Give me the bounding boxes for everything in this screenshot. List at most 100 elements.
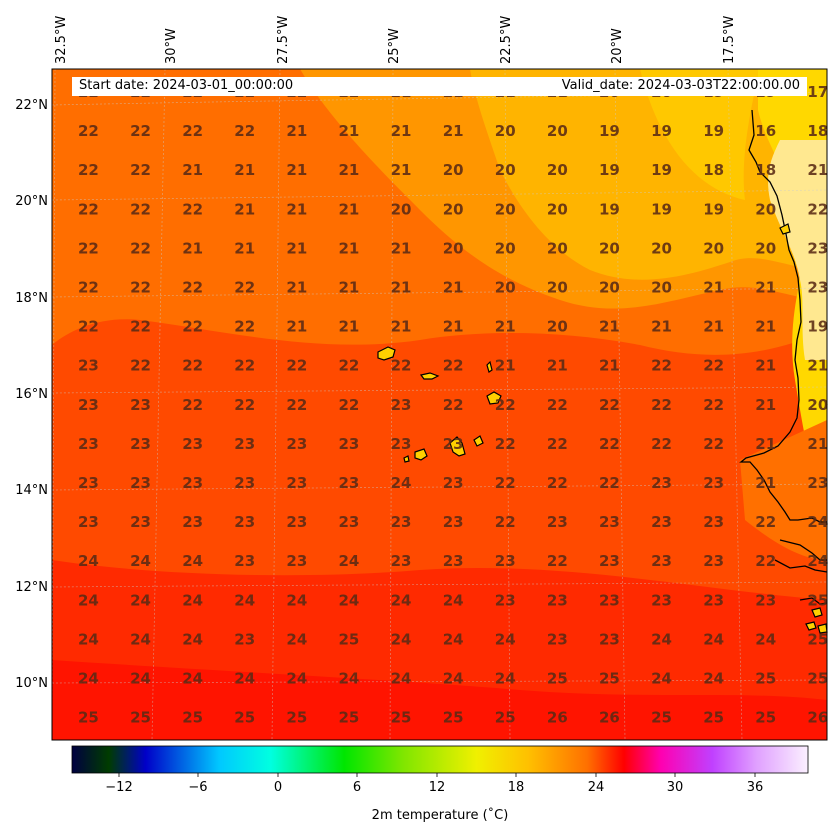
temperature-value: 22: [78, 200, 99, 218]
temperature-value: 23: [807, 239, 828, 257]
temperature-value: 25: [339, 709, 360, 727]
island-boa-vista: [486, 391, 502, 405]
temperature-value: 22: [130, 318, 151, 336]
temperature-value: 21: [547, 357, 568, 375]
temperature-value: 22: [651, 357, 672, 375]
temperature-value: 21: [443, 279, 464, 297]
temperature-value: 24: [182, 670, 203, 688]
temperature-value: 20: [443, 161, 464, 179]
temperature-value: 23: [78, 357, 99, 375]
temperature-value: 22: [599, 435, 620, 453]
temperature-value: 21: [339, 318, 360, 336]
temperature-value: 23: [130, 513, 151, 531]
temperature-value: 22: [651, 435, 672, 453]
temperature-value: 21: [495, 357, 516, 375]
temperature-value: 24: [495, 670, 516, 688]
temperature-value: 24: [286, 670, 307, 688]
temperature-value: 22: [703, 435, 724, 453]
temperature-value: 24: [78, 630, 99, 648]
temperature-value: 22: [286, 396, 307, 414]
lat-label-10n: 10°N: [15, 676, 48, 691]
temperature-value: 23: [130, 396, 151, 414]
temperature-value: 25: [599, 670, 620, 688]
temperature-value: 20: [755, 200, 776, 218]
temperature-value: 20: [547, 318, 568, 336]
temperature-value: 25: [182, 709, 203, 727]
colorbar: [71, 745, 809, 774]
temperature-value: 22: [547, 435, 568, 453]
colorbar-tick-label: 36: [746, 780, 764, 795]
temperature-value: 19: [651, 161, 672, 179]
temperature-value: 22: [130, 200, 151, 218]
temperature-value: 22: [599, 396, 620, 414]
temperature-value: 23: [286, 435, 307, 453]
lon-label-25w: 25°W: [387, 28, 402, 64]
temperature-value: 24: [182, 591, 203, 609]
temperature-value: 25: [391, 709, 412, 727]
temperature-value: 23: [599, 630, 620, 648]
temperature-value: 21: [286, 122, 307, 140]
temperature-value: 20: [599, 279, 620, 297]
temperature-value: 18: [807, 122, 828, 140]
temperature-value: 17: [807, 83, 828, 101]
temperature-value: 19: [599, 122, 620, 140]
temperature-value: 23: [703, 474, 724, 492]
temperature-value: 19: [703, 200, 724, 218]
temperature-value: 23: [391, 435, 412, 453]
temperature-value: 23: [182, 513, 203, 531]
island-brava: [403, 455, 410, 463]
temperature-value: 22: [130, 161, 151, 179]
colorbar-tick-label: −6: [188, 780, 208, 795]
temperature-value: 24: [755, 630, 776, 648]
temperature-value: 25: [130, 709, 151, 727]
temperature-value: 24: [443, 630, 464, 648]
temperature-value: 22: [651, 396, 672, 414]
temperature-value: 20: [443, 239, 464, 257]
temperature-value: 22: [182, 318, 203, 336]
temperature-value: 22: [391, 357, 412, 375]
temperature-value: 21: [599, 318, 620, 336]
temperature-value: 23: [130, 435, 151, 453]
temperature-value: 21: [651, 318, 672, 336]
temperature-value: 20: [547, 239, 568, 257]
temperature-value: 21: [182, 161, 203, 179]
temperature-value: 22: [182, 122, 203, 140]
temperature-value: 23: [391, 513, 412, 531]
temperature-value: 23: [130, 474, 151, 492]
temperature-value: 20: [547, 161, 568, 179]
temperature-value: 24: [807, 513, 828, 531]
temperature-value: 22: [78, 161, 99, 179]
temperature-value: 23: [234, 630, 255, 648]
temperature-value: 21: [755, 279, 776, 297]
lon-label-17-5w: 17.5°W: [722, 15, 737, 64]
temperature-field: [52, 69, 827, 740]
lon-label-20w: 20°W: [610, 28, 625, 64]
temperature-value: 21: [599, 357, 620, 375]
temperature-value: 23: [495, 552, 516, 570]
temperature-value: 21: [391, 122, 412, 140]
temperature-value: 24: [703, 630, 724, 648]
temperature-value: 21: [286, 318, 307, 336]
start-date-text: Start date: 2024-03-01_00:00:00: [79, 78, 294, 93]
temperature-value: 24: [130, 630, 151, 648]
temperature-value: 22: [547, 474, 568, 492]
temperature-value: 21: [807, 357, 828, 375]
temperature-value: 16: [755, 122, 776, 140]
temperature-value: 25: [234, 709, 255, 727]
temperature-value: 22: [599, 474, 620, 492]
temperature-value: 22: [807, 200, 828, 218]
temperature-value: 25: [547, 670, 568, 688]
temperature-value: 22: [495, 435, 516, 453]
temperature-value: 22: [234, 396, 255, 414]
temperature-value: 22: [495, 474, 516, 492]
temperature-value: 24: [182, 552, 203, 570]
temperature-value: 24: [391, 670, 412, 688]
temperature-value: 24: [182, 630, 203, 648]
temperature-value: 20: [495, 122, 516, 140]
temperature-value: 22: [755, 513, 776, 531]
temperature-value: 23: [443, 552, 464, 570]
temperature-value: 19: [599, 161, 620, 179]
temperature-value: 21: [755, 435, 776, 453]
temperature-value: 23: [703, 513, 724, 531]
